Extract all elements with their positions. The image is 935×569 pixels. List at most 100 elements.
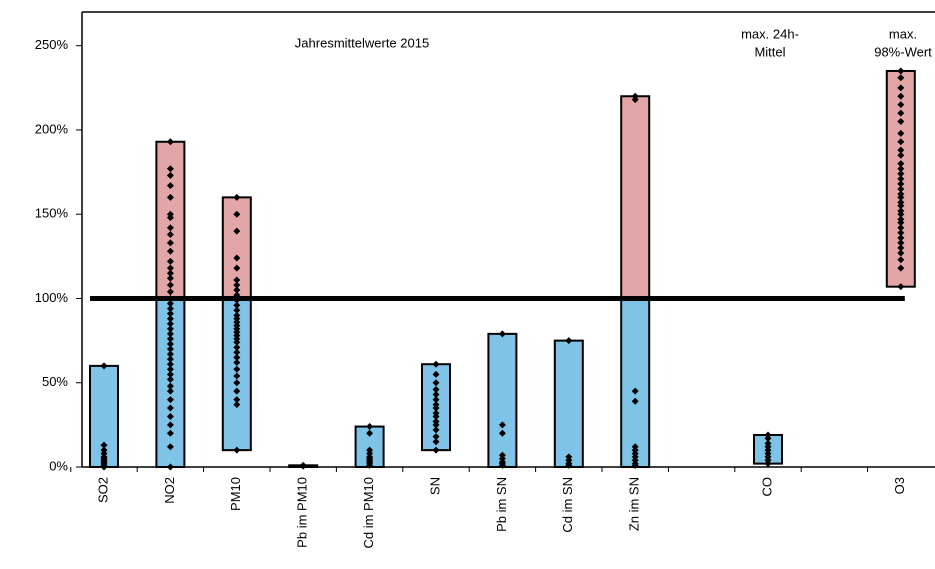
data-point xyxy=(166,429,174,437)
data-point xyxy=(233,301,241,309)
data-point xyxy=(498,429,506,437)
data-point xyxy=(166,193,174,201)
data-point xyxy=(631,397,639,405)
annotation: Mittel xyxy=(754,44,785,59)
data-point xyxy=(233,193,241,201)
data-point xyxy=(764,434,772,442)
y-tick-label: 250% xyxy=(35,37,69,52)
data-point xyxy=(100,362,108,370)
data-point xyxy=(166,171,174,179)
data-point xyxy=(166,315,174,323)
data-point xyxy=(897,234,905,242)
data-point xyxy=(166,310,174,318)
data-point xyxy=(166,340,174,348)
data-point xyxy=(432,396,440,404)
data-point xyxy=(432,433,440,441)
data-point xyxy=(764,460,772,468)
data-point xyxy=(897,92,905,100)
data-point xyxy=(897,67,905,75)
x-tick-label: Pb im PM10 xyxy=(295,477,310,548)
data-point xyxy=(897,229,905,237)
data-point xyxy=(432,379,440,387)
data-point xyxy=(166,375,174,383)
data-point xyxy=(233,254,241,262)
data-point xyxy=(166,224,174,232)
data-point xyxy=(565,337,573,345)
data-point xyxy=(432,421,440,429)
data-point xyxy=(897,180,905,188)
data-point xyxy=(897,264,905,272)
data-point xyxy=(366,429,374,437)
data-point xyxy=(897,175,905,183)
data-point xyxy=(897,170,905,178)
data-point xyxy=(166,404,174,412)
data-point xyxy=(233,379,241,387)
data-point xyxy=(166,288,174,296)
data-point xyxy=(897,283,905,291)
data-point xyxy=(897,138,905,146)
y-tick-label: 150% xyxy=(35,206,69,221)
data-point xyxy=(233,306,241,314)
y-tick-label: 0% xyxy=(49,458,68,473)
y-tick-label: 50% xyxy=(42,374,68,389)
y-tick-label: 100% xyxy=(35,290,69,305)
data-point xyxy=(166,360,174,368)
data-point xyxy=(166,264,174,272)
data-point xyxy=(432,412,440,420)
data-point xyxy=(233,353,241,361)
data-point xyxy=(166,269,174,277)
range-bar xyxy=(488,333,517,467)
data-point xyxy=(498,421,506,429)
data-point xyxy=(166,330,174,338)
data-point xyxy=(166,320,174,328)
x-tick-label: NO2 xyxy=(162,477,177,504)
data-point xyxy=(233,446,241,454)
data-point xyxy=(897,185,905,193)
data-point xyxy=(166,165,174,173)
x-tick-label: Zn im SN xyxy=(627,477,642,531)
data-point xyxy=(432,385,440,393)
data-point xyxy=(166,305,174,313)
data-point xyxy=(166,382,174,390)
data-point xyxy=(233,227,241,235)
data-point xyxy=(233,276,241,284)
data-point xyxy=(233,286,241,294)
data-point xyxy=(897,101,905,109)
data-point xyxy=(631,387,639,395)
data-point xyxy=(166,257,174,265)
data-point xyxy=(166,365,174,373)
data-point xyxy=(897,224,905,232)
data-point xyxy=(166,335,174,343)
range-bar-exceed xyxy=(621,96,650,299)
data-point xyxy=(166,239,174,247)
data-point xyxy=(166,421,174,429)
data-point xyxy=(432,404,440,412)
data-point xyxy=(897,146,905,154)
annotation: Jahresmittelwerte 2015 xyxy=(295,35,429,50)
data-point xyxy=(233,401,241,409)
data-point xyxy=(166,325,174,333)
data-point xyxy=(166,443,174,451)
data-point xyxy=(897,244,905,252)
data-point xyxy=(631,96,639,104)
data-point xyxy=(897,256,905,264)
data-point xyxy=(166,350,174,358)
data-point xyxy=(233,264,241,272)
data-point xyxy=(166,247,174,255)
x-tick-label: PM10 xyxy=(228,477,243,511)
data-point xyxy=(366,423,374,431)
data-point xyxy=(233,338,241,346)
data-point xyxy=(166,214,174,222)
data-point xyxy=(432,370,440,378)
data-point xyxy=(299,462,307,470)
data-point xyxy=(100,441,108,449)
data-point xyxy=(233,348,241,356)
data-point xyxy=(166,274,174,282)
y-tick-label: 200% xyxy=(35,121,69,136)
data-point xyxy=(897,129,905,137)
x-tick-label: Cd im PM10 xyxy=(361,477,376,549)
data-point xyxy=(498,330,506,338)
data-point xyxy=(432,360,440,368)
data-point xyxy=(897,239,905,247)
